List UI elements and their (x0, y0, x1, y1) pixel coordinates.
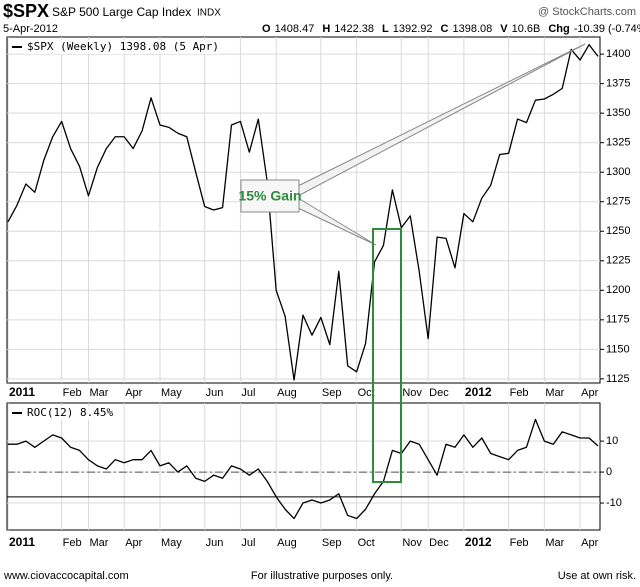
y-tick-label: 1225 (606, 255, 630, 267)
quote-value: 1408.47 (275, 23, 315, 35)
y-tick-label: 1250 (606, 225, 630, 237)
y-tick-label: 1150 (606, 343, 630, 355)
quote-value: 1392.92 (393, 23, 433, 35)
x-tick-label: Feb (63, 387, 82, 399)
y-tick-label: 1400 (606, 48, 630, 60)
y-tick-label: 1375 (606, 78, 630, 90)
symbol: $SPX (3, 1, 49, 21)
x-tick-label: Oct (358, 537, 375, 549)
x-tick-label: May (161, 537, 182, 549)
quote-value: 1398.08 (453, 23, 493, 35)
quote-label: L (382, 23, 389, 35)
quote-label: C (441, 23, 449, 35)
x-tick-label: Apr (581, 537, 598, 549)
x-tick-label: Aug (277, 387, 297, 399)
x-tick-label: Mar (89, 387, 108, 399)
x-tick-label: Apr (125, 387, 142, 399)
price-panel (6, 36, 601, 384)
legend-bg (25, 406, 116, 420)
y-tick-label: -10 (606, 497, 622, 509)
x-tick-label: Nov (402, 387, 422, 399)
exchange: INDX (197, 8, 221, 19)
x-tick-label: Dec (429, 387, 449, 399)
price-line (7, 44, 599, 381)
y-tick-label: 1125 (606, 373, 630, 385)
footer-right: Use at own risk. (558, 570, 636, 582)
quote: O 1408.47 H 1422.38 L 1392.92 C 1398.08 V 10.6B Ch… (262, 23, 640, 35)
x-tick-label: May (161, 387, 182, 399)
x-tick-label: Jun (206, 537, 224, 549)
quote-value: 10.6B (512, 23, 541, 35)
x-tick-label: Mar (545, 537, 564, 549)
x-tick-label: Jul (241, 387, 255, 399)
x-tick-label: Apr (581, 387, 598, 399)
y-tick-label: 1300 (606, 166, 630, 178)
x-tick-label: Sep (322, 387, 342, 399)
quote-label: Chg (548, 23, 569, 35)
quote-label: V (500, 23, 508, 35)
x-tick-label: 2011 (9, 385, 35, 399)
annotation-box (240, 179, 300, 213)
y-tick-label: 1325 (606, 137, 630, 149)
x-tick-label: Jul (241, 537, 255, 549)
y-tick-label: 0 (606, 466, 612, 478)
x-tick-label: Aug (277, 537, 297, 549)
y-tick-label: 1200 (606, 284, 630, 296)
footer-center: For illustrative purposes only. (251, 570, 393, 582)
y-tick-label: 10 (606, 435, 618, 447)
legend-entry: ROC(12) 8.45% (27, 406, 113, 419)
footer-left: www.ciovaccocapital.com (3, 570, 129, 582)
x-tick-label: Sep (322, 537, 342, 549)
quote-value: 1422.38 (334, 23, 374, 35)
highlight-box (372, 228, 402, 483)
y-tick-label: 1350 (606, 107, 630, 119)
y-tick-label: 1175 (606, 314, 630, 326)
annotation: 15% Gain (238, 188, 301, 204)
x-tick-label: Feb (510, 387, 529, 399)
x-tick-label: 2012 (465, 385, 492, 399)
y-tick-label: 1275 (606, 196, 630, 208)
x-tick-label: 2012 (465, 535, 492, 549)
x-tick-label: Mar (545, 387, 564, 399)
x-tick-label: 2011 (9, 535, 35, 549)
x-tick-label: Oct (358, 387, 375, 399)
quote-value: -10.39 (-0.74%) (574, 23, 640, 35)
date: 5-Apr-2012 (3, 23, 58, 35)
quote-label: H (322, 23, 330, 35)
x-tick-label: Mar (89, 537, 108, 549)
quote-label: O (262, 23, 271, 35)
source: @ StockCharts.com (538, 6, 636, 18)
legend-bg (25, 40, 222, 54)
x-tick-label: Jun (206, 387, 224, 399)
x-tick-label: Nov (402, 537, 422, 549)
legend-entry: $SPX (Weekly) 1398.08 (5 Apr) (27, 40, 219, 53)
x-tick-label: Feb (63, 537, 82, 549)
price-line (8, 418, 599, 520)
index-name: S&P 500 Large Cap Index (52, 5, 191, 19)
roc-panel (6, 402, 601, 531)
x-tick-label: Feb (510, 537, 529, 549)
x-tick-label: Apr (125, 537, 142, 549)
x-tick-label: Dec (429, 537, 449, 549)
